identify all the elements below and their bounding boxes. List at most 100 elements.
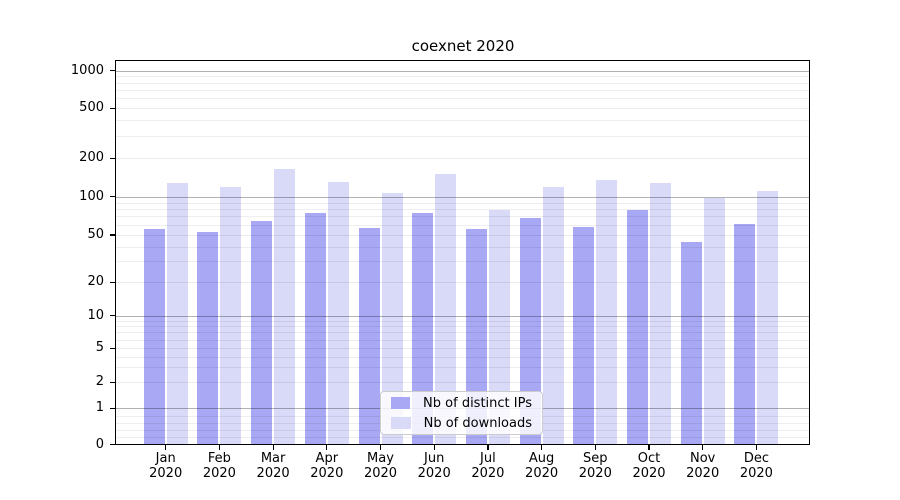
legend: Nb of distinct IPs Nb of downloads [380, 391, 543, 435]
y-tick-mark [109, 107, 115, 109]
y-tick-mark [109, 347, 115, 349]
y-tick-label: 20 [87, 274, 104, 290]
bar-distinct-ips [143, 228, 165, 445]
y-tick-label: 200 [79, 150, 104, 166]
minor-gridline [116, 320, 809, 322]
bar-downloads [757, 190, 779, 445]
bar-downloads [488, 209, 510, 445]
bar-distinct-ips [412, 212, 434, 445]
bar-distinct-ips [734, 224, 756, 445]
minor-gridline [116, 76, 809, 78]
bar-downloads [274, 168, 296, 445]
minor-gridline [116, 202, 809, 204]
x-tick-label: Aug 2020 [525, 451, 559, 481]
bar-downloads [596, 180, 618, 445]
x-tick-mark [541, 445, 543, 450]
bar-downloads [435, 173, 457, 445]
minor-gridline [116, 209, 809, 211]
x-tick-label: Sep 2020 [578, 451, 612, 481]
minor-gridline [116, 90, 809, 92]
legend-item-distinct-ips: Nb of distinct IPs [391, 396, 532, 411]
x-tick-mark [755, 445, 758, 450]
minor-gridline [116, 120, 809, 122]
bar-downloads [542, 186, 564, 445]
bar-distinct-ips [519, 218, 541, 445]
bar-downloads [703, 197, 725, 445]
y-tick-label: 0 [95, 436, 104, 452]
major-gridline [116, 382, 809, 384]
major-gridline [116, 282, 809, 284]
legend-swatch-distinct-ips [391, 397, 411, 409]
minor-gridline [116, 246, 809, 248]
major-gridline [116, 348, 809, 350]
y-tick-mark [109, 381, 115, 383]
bar-distinct-ips [358, 227, 380, 445]
y-tick-mark [109, 196, 115, 198]
x-tick-mark [702, 445, 704, 450]
minor-gridline [116, 367, 809, 369]
bar-distinct-ips [627, 210, 648, 445]
x-tick-label: Dec 2020 [739, 451, 773, 481]
y-tick-mark [109, 281, 115, 283]
bar-distinct-ips [304, 213, 326, 445]
bar-downloads [650, 183, 671, 445]
major-gridline [116, 235, 809, 236]
y-tick-mark [109, 315, 115, 317]
y-tick-label: 2 [95, 374, 104, 390]
y-tick-label: 100 [79, 188, 104, 204]
x-tick-mark [433, 445, 435, 450]
legend-item-downloads: Nb of downloads [391, 416, 532, 431]
legend-swatch-downloads [391, 417, 411, 429]
bar-downloads [327, 181, 349, 445]
y-tick-label: 1 [95, 400, 104, 416]
bar-distinct-ips [465, 228, 487, 445]
x-tick-label: Jul 2020 [471, 451, 505, 481]
x-tick-mark [648, 445, 650, 450]
minor-gridline [116, 437, 809, 439]
chart-title: coexnet 2020 [411, 37, 515, 55]
legend-label-downloads: Nb of downloads [423, 415, 532, 431]
x-tick-mark [272, 445, 274, 450]
minor-gridline [116, 224, 809, 226]
major-gridline [116, 70, 809, 72]
x-tick-label: Apr 2020 [310, 451, 344, 481]
major-gridline [116, 196, 809, 198]
x-tick-mark [326, 445, 328, 450]
x-tick-mark [165, 445, 167, 450]
minor-gridline [116, 356, 809, 358]
minor-gridline [116, 216, 809, 218]
x-tick-mark [594, 445, 596, 450]
minor-gridline [116, 326, 809, 328]
major-gridline [116, 315, 809, 317]
legend-label-distinct-ips: Nb of distinct IPs [423, 395, 532, 411]
minor-gridline [116, 261, 809, 263]
major-gridline [116, 108, 809, 110]
minor-gridline [116, 136, 809, 138]
major-gridline [116, 158, 809, 160]
y-tick-label: 5 [95, 340, 104, 356]
bar-distinct-ips [251, 220, 273, 445]
bar-distinct-ips [573, 226, 595, 445]
x-tick-label: Jan 2020 [149, 451, 183, 481]
minor-gridline [116, 332, 809, 334]
y-tick-label: 50 [87, 227, 104, 242]
x-tick-label: May 2020 [363, 451, 398, 481]
bar-downloads [381, 192, 403, 445]
y-tick-mark [109, 70, 115, 72]
y-tick-mark [109, 443, 115, 446]
bar-downloads [166, 183, 188, 445]
y-tick-mark [109, 157, 115, 159]
minor-gridline [116, 82, 809, 84]
x-tick-mark [487, 445, 489, 450]
bar-distinct-ips [197, 231, 219, 445]
minor-gridline [116, 339, 809, 341]
x-tick-label: Mar 2020 [256, 451, 290, 481]
bar-distinct-ips [680, 241, 702, 445]
minor-gridline [116, 98, 809, 100]
y-tick-mark [109, 407, 115, 409]
x-tick-mark [218, 445, 221, 450]
x-tick-label: Nov 2020 [686, 451, 720, 481]
x-tick-label: Oct 2020 [632, 451, 666, 481]
x-tick-mark [379, 445, 382, 450]
